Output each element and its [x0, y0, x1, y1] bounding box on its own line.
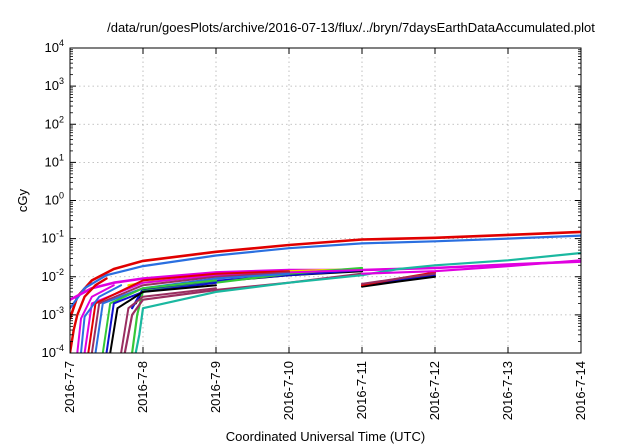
x-tick-label: 2016-7-13 [500, 361, 515, 420]
series-line [80, 284, 123, 353]
chart-title: /data/run/goesPlots/archive/2016-07-13/f… [107, 20, 595, 35]
series-line [101, 279, 217, 353]
x-tick-label: 2016-7-9 [208, 361, 223, 413]
series-line [76, 284, 115, 353]
y-tick-label: 100 [45, 191, 64, 208]
series-line [105, 281, 217, 353]
y-tick-label: 10-2 [42, 267, 64, 284]
grid [70, 48, 581, 353]
x-tick-label: 2016-7-7 [62, 361, 77, 413]
series-line [90, 271, 290, 353]
x-tick-label: 2016-7-12 [427, 361, 442, 420]
y-tick-label: 10-4 [42, 343, 64, 360]
series-line [83, 269, 363, 353]
series-line [134, 274, 364, 353]
x-tick-label: 2016-7-11 [354, 361, 369, 419]
y-axis-label: cGy [15, 188, 30, 212]
series-line [360, 259, 581, 275]
y-tick-label: 10-3 [42, 305, 64, 322]
y-tick-label: 103 [45, 76, 64, 93]
series-line [87, 270, 290, 353]
y-tick-label: 10-1 [42, 229, 64, 246]
series-line [361, 272, 436, 285]
y-tick-label: 104 [45, 38, 64, 55]
y-tick-label: 101 [45, 152, 64, 169]
x-tick-label: 2016-7-10 [281, 361, 296, 420]
series-line [70, 234, 581, 310]
series-line [120, 287, 217, 353]
series-line [70, 260, 581, 301]
y-tick-label: 102 [45, 114, 64, 131]
series-line [109, 284, 217, 353]
x-tick-label: 2016-7-8 [135, 361, 150, 413]
ticks: 10-4 10-3 10-2 10-1 100 101 102 103 104 2016-7-7 2… [42, 38, 588, 420]
series-layer [70, 230, 581, 353]
series-line [361, 275, 436, 288]
series-line [360, 251, 581, 277]
x-axis-label: Coordinated Universal Time (UTC) [226, 429, 425, 444]
series-line [70, 277, 108, 353]
x-tick-label: 2016-7-14 [573, 361, 588, 420]
